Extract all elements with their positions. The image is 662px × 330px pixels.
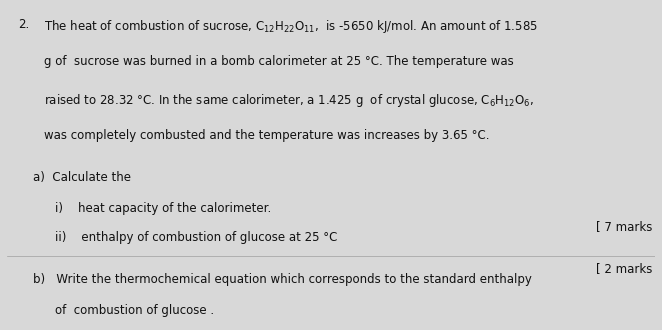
Text: g of  sucrose was burned in a bomb calorimeter at 25 °C. The temperature was: g of sucrose was burned in a bomb calori… bbox=[44, 55, 514, 68]
Text: a)  Calculate the: a) Calculate the bbox=[32, 172, 130, 184]
Text: raised to 28.32 °C. In the same calorimeter, a 1.425 g  of crystal glucose, C$_6: raised to 28.32 °C. In the same calorime… bbox=[44, 92, 534, 109]
Text: [ 2 marks: [ 2 marks bbox=[596, 262, 652, 275]
Text: of  combustion of glucose .: of combustion of glucose . bbox=[55, 304, 214, 317]
Text: [ 7 marks: [ 7 marks bbox=[596, 220, 652, 233]
Text: 2.: 2. bbox=[19, 18, 30, 31]
Text: i)    heat capacity of the calorimeter.: i) heat capacity of the calorimeter. bbox=[55, 202, 271, 215]
Text: ii)    enthalpy of combustion of glucose at 25 °C: ii) enthalpy of combustion of glucose at… bbox=[55, 231, 338, 244]
Text: The heat of combustion of sucrose, C$_{12}$H$_{22}$O$_{11}$,  is -5650 kJ/mol. A: The heat of combustion of sucrose, C$_{1… bbox=[44, 18, 538, 35]
Text: b)   Write the thermochemical equation which corresponds to the standard enthalp: b) Write the thermochemical equation whi… bbox=[32, 273, 532, 286]
Text: was completely combusted and the temperature was increases by 3.65 °C.: was completely combusted and the tempera… bbox=[44, 129, 490, 143]
